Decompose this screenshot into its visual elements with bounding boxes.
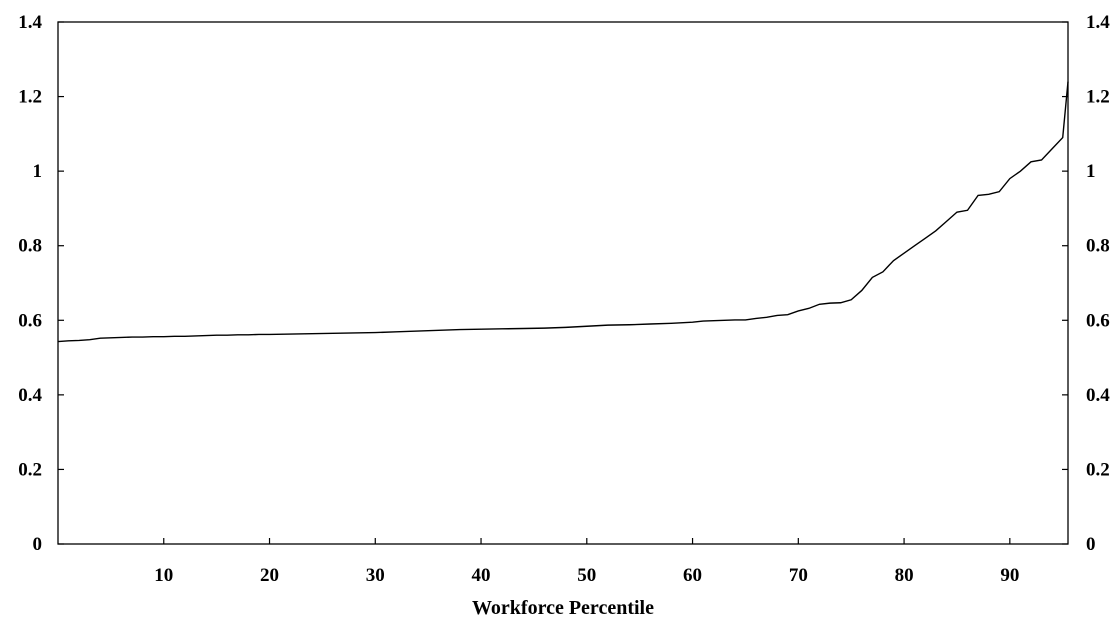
y-tick-left-label: 0.4 (18, 385, 42, 406)
y-tick-right-label: 0 (1086, 534, 1096, 555)
y-tick-right-label: 0.2 (1086, 459, 1110, 480)
x-tick-label: 30 (366, 565, 385, 586)
y-tick-left-label: 0.2 (18, 459, 42, 480)
y-tick-right-label: 1.2 (1086, 87, 1110, 108)
x-tick-label: 60 (683, 565, 702, 586)
x-tick-label: 20 (260, 565, 279, 586)
y-tick-left-label: 0 (33, 534, 43, 555)
y-tick-right-label: 0.4 (1086, 385, 1110, 406)
x-tick-label: 80 (895, 565, 914, 586)
y-tick-right-label: 1 (1086, 161, 1096, 182)
y-tick-right-label: 1.4 (1086, 12, 1110, 33)
y-tick-left-label: 0.6 (18, 310, 42, 331)
x-tick-label: 10 (154, 565, 173, 586)
y-tick-left-label: 1 (33, 161, 43, 182)
x-tick-label: 40 (472, 565, 491, 586)
y-tick-right-label: 0.8 (1086, 236, 1110, 257)
x-tick-label: 50 (577, 565, 596, 586)
x-axis-title: Workforce Percentile (472, 597, 654, 619)
plot-area-border (57, 21, 1069, 545)
series-line (57, 81, 1069, 343)
y-tick-left-label: 1.2 (18, 87, 42, 108)
x-tick-label: 70 (789, 565, 808, 586)
x-tick-label: 90 (1000, 565, 1019, 586)
y-tick-right-label: 0.6 (1086, 310, 1110, 331)
y-tick-left-label: 0.8 (18, 236, 42, 257)
y-tick-left-label: 1.4 (18, 12, 42, 33)
